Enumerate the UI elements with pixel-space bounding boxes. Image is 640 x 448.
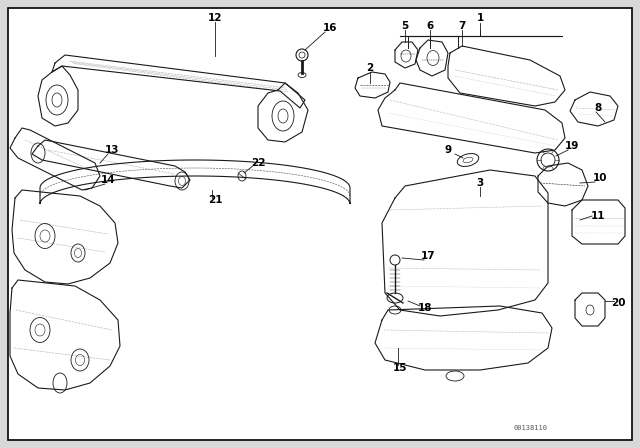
Text: 9: 9 <box>444 145 452 155</box>
Text: 6: 6 <box>426 21 434 31</box>
Text: 16: 16 <box>323 23 337 33</box>
Text: 12: 12 <box>208 13 222 23</box>
Text: 13: 13 <box>105 145 119 155</box>
Text: 00138110: 00138110 <box>513 425 547 431</box>
Text: 20: 20 <box>611 298 625 308</box>
Text: 15: 15 <box>393 363 407 373</box>
Text: 1: 1 <box>476 13 484 23</box>
Text: 3: 3 <box>476 178 484 188</box>
Text: 18: 18 <box>418 303 432 313</box>
Text: 8: 8 <box>595 103 602 113</box>
Text: 2: 2 <box>366 63 374 73</box>
Text: 21: 21 <box>208 195 222 205</box>
Text: 7: 7 <box>458 21 466 31</box>
Text: 5: 5 <box>401 21 408 31</box>
Text: 14: 14 <box>100 175 115 185</box>
Text: 17: 17 <box>420 251 435 261</box>
Text: 11: 11 <box>591 211 605 221</box>
Text: 22: 22 <box>251 158 265 168</box>
Text: 19: 19 <box>565 141 579 151</box>
Text: 10: 10 <box>593 173 607 183</box>
